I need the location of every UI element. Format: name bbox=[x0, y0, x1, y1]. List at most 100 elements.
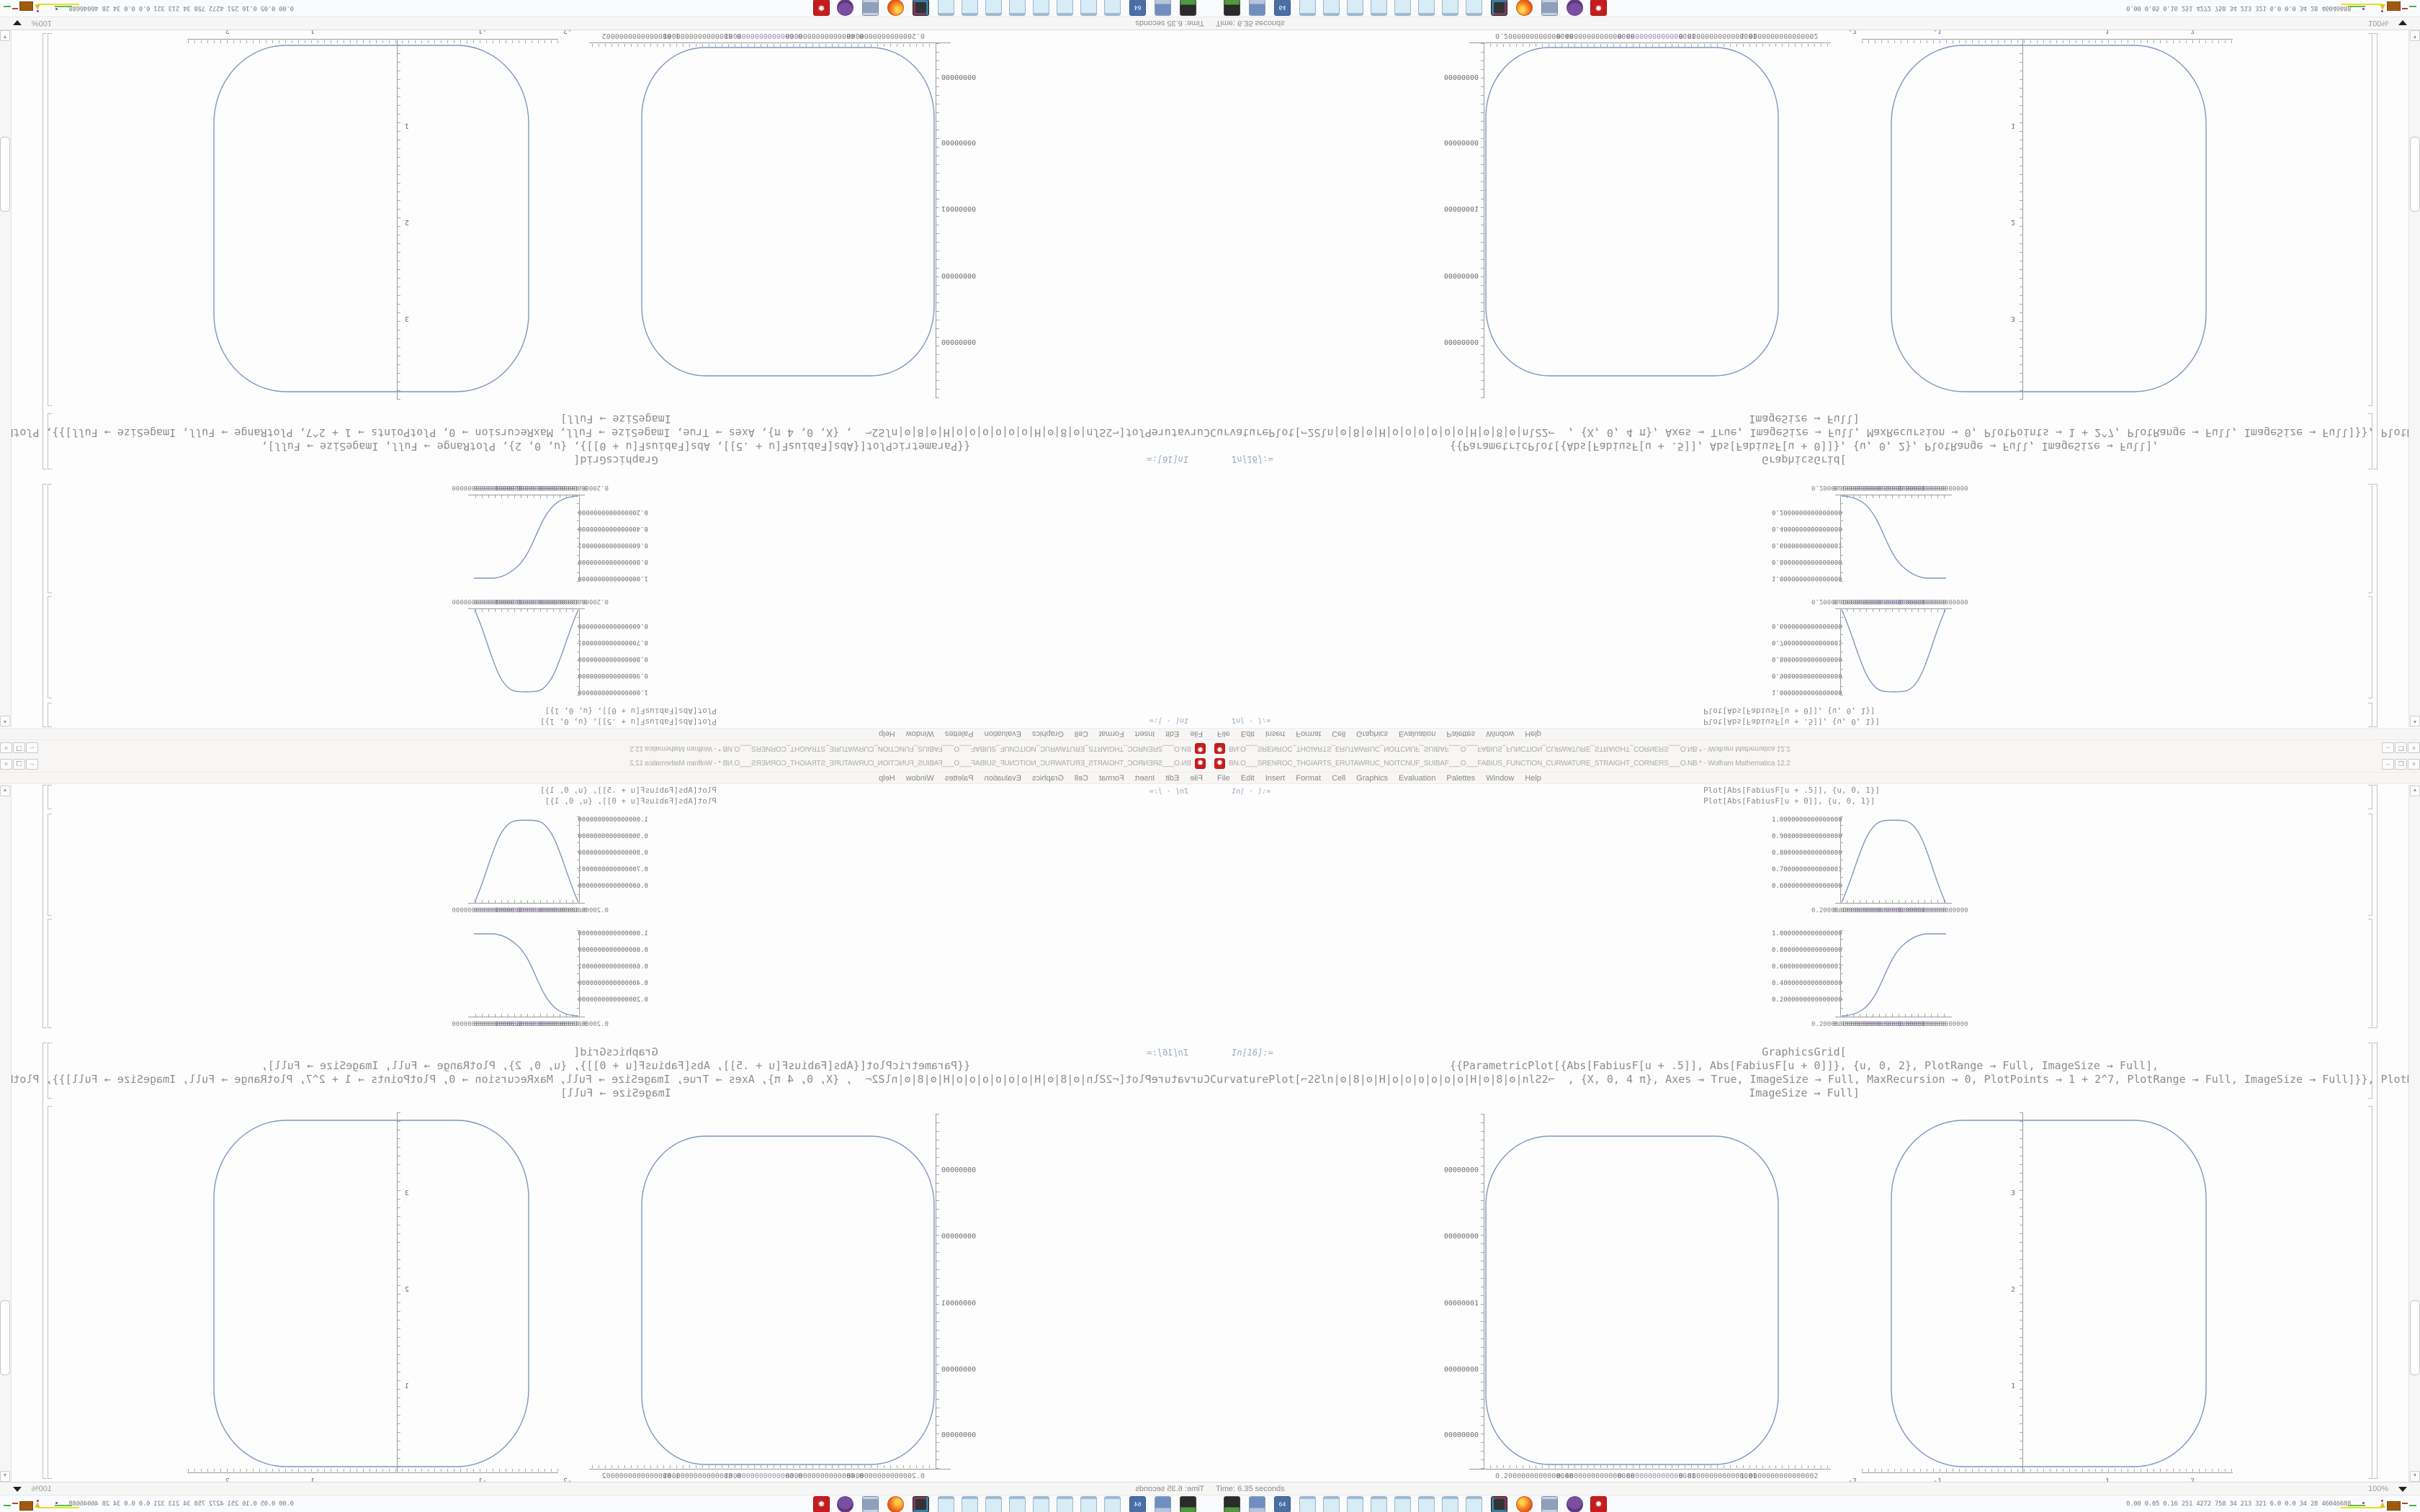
input-cell-line[interactable]: CurvaturePlot[⌐2Ƨln|ʘ|8|ʘ|H|o|o|o|o|o|o|… bbox=[0, 426, 1210, 439]
taskbar-icon-notepad[interactable] bbox=[1009, 0, 1026, 16]
taskbar-icon-firefox[interactable] bbox=[1516, 1496, 1533, 1512]
menu-palettes[interactable]: Palettes bbox=[944, 729, 974, 739]
cell-bracket[interactable] bbox=[2368, 785, 2372, 809]
input-cell-line[interactable]: Plot[Abs[FabiusF[u + 0]], {u, 0, 1}] bbox=[544, 706, 717, 716]
taskbar-icon-mathematica-spikey[interactable]: ✹ bbox=[1590, 0, 1607, 16]
window-titlebar[interactable]: ✹ BN.O___SRENROC_THGIARTS_ERUTAWRUC_NOIT… bbox=[1210, 756, 2420, 773]
menu-help[interactable]: Help bbox=[1525, 729, 1541, 739]
taskbar-icon-notepad[interactable] bbox=[985, 0, 1002, 16]
restore-button[interactable]: ❐ bbox=[13, 759, 25, 770]
taskbar-icon-notepad[interactable] bbox=[1371, 1496, 1387, 1512]
cell-bracket[interactable] bbox=[48, 1043, 52, 1099]
magnification-dropdown-icon[interactable] bbox=[13, 1487, 22, 1492]
input-cell-line[interactable]: GraphicsGrid[ bbox=[573, 454, 658, 467]
taskbar-icon-notepad[interactable] bbox=[1080, 1496, 1097, 1512]
input-cell-line[interactable]: GraphicsGrid[ bbox=[1762, 454, 1847, 467]
close-button[interactable]: × bbox=[2408, 742, 2420, 753]
taskbar-icon-notepad[interactable] bbox=[938, 0, 954, 16]
magnification-dropdown-icon[interactable] bbox=[2398, 1487, 2407, 1492]
magnification-dropdown-icon[interactable] bbox=[2398, 20, 2407, 25]
taskbar-icon-scroll-document[interactable] bbox=[1541, 1496, 1558, 1512]
menu-graphics[interactable]: Graphics bbox=[1356, 729, 1389, 739]
scroll-down-icon[interactable]: ▼ bbox=[0, 30, 10, 41]
taskbar-icon-firefox[interactable] bbox=[887, 0, 904, 16]
taskbar-icon-media-player[interactable] bbox=[913, 0, 929, 16]
taskbar-icon-terminal[interactable] bbox=[1180, 1496, 1196, 1512]
input-cell-line[interactable]: Plot[Abs[FabiusF[u + .5]], {u, 0, 1}] bbox=[539, 786, 717, 795]
taskbar-icon-floppy-64[interactable]: 64 bbox=[1129, 0, 1146, 16]
taskbar-icon-firefox[interactable] bbox=[887, 1496, 904, 1512]
menu-evaluation[interactable]: Evaluation bbox=[1399, 773, 1436, 783]
menu-graphics[interactable]: Graphics bbox=[1356, 773, 1389, 783]
input-cell-line[interactable]: Plot[Abs[FabiusF[u + .5]], {u, 0, 1}] bbox=[1703, 717, 1881, 726]
taskbar-icon-notepad[interactable] bbox=[1299, 0, 1316, 16]
menu-file[interactable]: File bbox=[1217, 773, 1230, 783]
menu-edit[interactable]: Edit bbox=[1240, 773, 1255, 783]
cell-bracket[interactable] bbox=[2368, 413, 2372, 469]
menu-edit[interactable]: Edit bbox=[1165, 729, 1180, 739]
scroll-up-icon[interactable]: ▲ bbox=[2410, 716, 2420, 726]
scrollbar-thumb[interactable] bbox=[0, 137, 10, 212]
taskbar-icon-terminal[interactable] bbox=[1224, 1496, 1240, 1512]
scrollbar-thumb[interactable] bbox=[2410, 1300, 2420, 1375]
taskbar-icon-notepad[interactable] bbox=[1371, 0, 1387, 16]
taskbar-icon-notepad[interactable] bbox=[1442, 1496, 1458, 1512]
window-titlebar[interactable]: ✹ BN.O___SRENROC_THGIARTS_ERUTAWRUC_NOIT… bbox=[1210, 739, 2420, 756]
taskbar-icon-scroll-document[interactable] bbox=[1541, 0, 1558, 16]
window-titlebar[interactable]: ✹ BN.O___SRENROC_THGIARTS_ERUTAWRUC_NOIT… bbox=[0, 756, 1210, 773]
input-cell-line[interactable]: Plot[Abs[FabiusF[u + .5]], {u, 0, 1}] bbox=[1703, 786, 1881, 795]
magnification-value[interactable]: 100% bbox=[2368, 19, 2389, 27]
menu-palettes[interactable]: Palettes bbox=[1446, 773, 1476, 783]
restore-button[interactable]: ❐ bbox=[13, 742, 25, 753]
input-cell-line[interactable]: {{ParametricPlot[{Abs[FabiusF[u + .5]], … bbox=[1449, 440, 2159, 453]
minimize-button[interactable]: – bbox=[2382, 742, 2394, 753]
menu-graphics[interactable]: Graphics bbox=[1031, 729, 1064, 739]
taskbar-icon-chat-purple[interactable] bbox=[1567, 1496, 1583, 1512]
taskbar-icon-notepad[interactable] bbox=[962, 1496, 978, 1512]
cell-bracket[interactable] bbox=[2368, 1106, 2372, 1479]
input-cell-line[interactable]: CurvaturePlot[⌐2Ƨln|ʘ|8|ʘ|H|o|o|o|o|o|o|… bbox=[0, 1073, 1210, 1086]
taskbar-icon-media-player[interactable] bbox=[1491, 1496, 1507, 1512]
scrollbar-thumb[interactable] bbox=[2410, 137, 2420, 212]
taskbar-icon-mathematica-spikey[interactable]: ✹ bbox=[1590, 1496, 1607, 1512]
taskbar-icon-chat-purple[interactable] bbox=[837, 1496, 853, 1512]
cell-bracket[interactable] bbox=[48, 484, 52, 593]
taskbar-icon-floppy-64[interactable]: 64 bbox=[1274, 1496, 1291, 1512]
input-cell-line[interactable]: ImageSize → Full] bbox=[560, 413, 671, 426]
taskbar-icon-notepad[interactable] bbox=[1104, 0, 1121, 16]
menu-cell[interactable]: Cell bbox=[1074, 773, 1088, 783]
scroll-down-icon[interactable]: ▼ bbox=[2410, 1471, 2420, 1482]
scroll-up-icon[interactable]: ▲ bbox=[0, 716, 10, 726]
taskbar-icon-notepad[interactable] bbox=[938, 1496, 954, 1512]
taskbar-icon-notepad[interactable] bbox=[1009, 1496, 1026, 1512]
taskbar-icon-notepad[interactable] bbox=[1347, 0, 1363, 16]
cell-bracket[interactable] bbox=[48, 596, 52, 698]
input-cell-line[interactable]: {{ParametricPlot[{Abs[FabiusF[u + .5]], … bbox=[1449, 1059, 2159, 1072]
taskbar-icon-notepad[interactable] bbox=[1080, 0, 1097, 16]
input-cell-line[interactable]: {{ParametricPlot[{Abs[FabiusF[u + .5]], … bbox=[261, 1059, 971, 1072]
menu-window[interactable]: Window bbox=[905, 729, 934, 739]
input-cell-line[interactable]: GraphicsGrid[ bbox=[573, 1045, 658, 1058]
magnification-value[interactable]: 100% bbox=[31, 1485, 52, 1493]
taskbar-icon-mathematica-spikey[interactable]: ✹ bbox=[813, 1496, 830, 1512]
close-button[interactable]: × bbox=[2408, 759, 2420, 770]
cell-group-bracket[interactable] bbox=[42, 1043, 47, 1479]
menu-format[interactable]: Format bbox=[1098, 773, 1124, 783]
taskbar-icon-notepad[interactable] bbox=[1057, 0, 1073, 16]
taskbar-icon-terminal[interactable] bbox=[1224, 0, 1240, 16]
menu-cell[interactable]: Cell bbox=[1332, 729, 1346, 739]
input-cell-line[interactable]: {{ParametricPlot[{Abs[FabiusF[u + .5]], … bbox=[261, 440, 971, 453]
taskbar-icon-notepad[interactable] bbox=[1466, 1496, 1482, 1512]
vertical-scrollbar[interactable] bbox=[2408, 785, 2420, 1482]
menu-window[interactable]: Window bbox=[905, 773, 934, 783]
taskbar-icon-media-player[interactable] bbox=[1491, 0, 1507, 16]
taskbar-icon-notepad[interactable] bbox=[1299, 1496, 1316, 1512]
magnification-value[interactable]: 100% bbox=[31, 19, 52, 27]
taskbar-icon-notepad[interactable] bbox=[1418, 0, 1435, 16]
close-button[interactable]: × bbox=[0, 759, 12, 770]
menu-insert[interactable]: Insert bbox=[1265, 773, 1286, 783]
cell-group-bracket[interactable] bbox=[2373, 785, 2378, 1028]
taskbar-icon-monitor[interactable] bbox=[1155, 1496, 1171, 1512]
magnification-dropdown-icon[interactable] bbox=[13, 20, 22, 25]
menu-format[interactable]: Format bbox=[1296, 729, 1322, 739]
